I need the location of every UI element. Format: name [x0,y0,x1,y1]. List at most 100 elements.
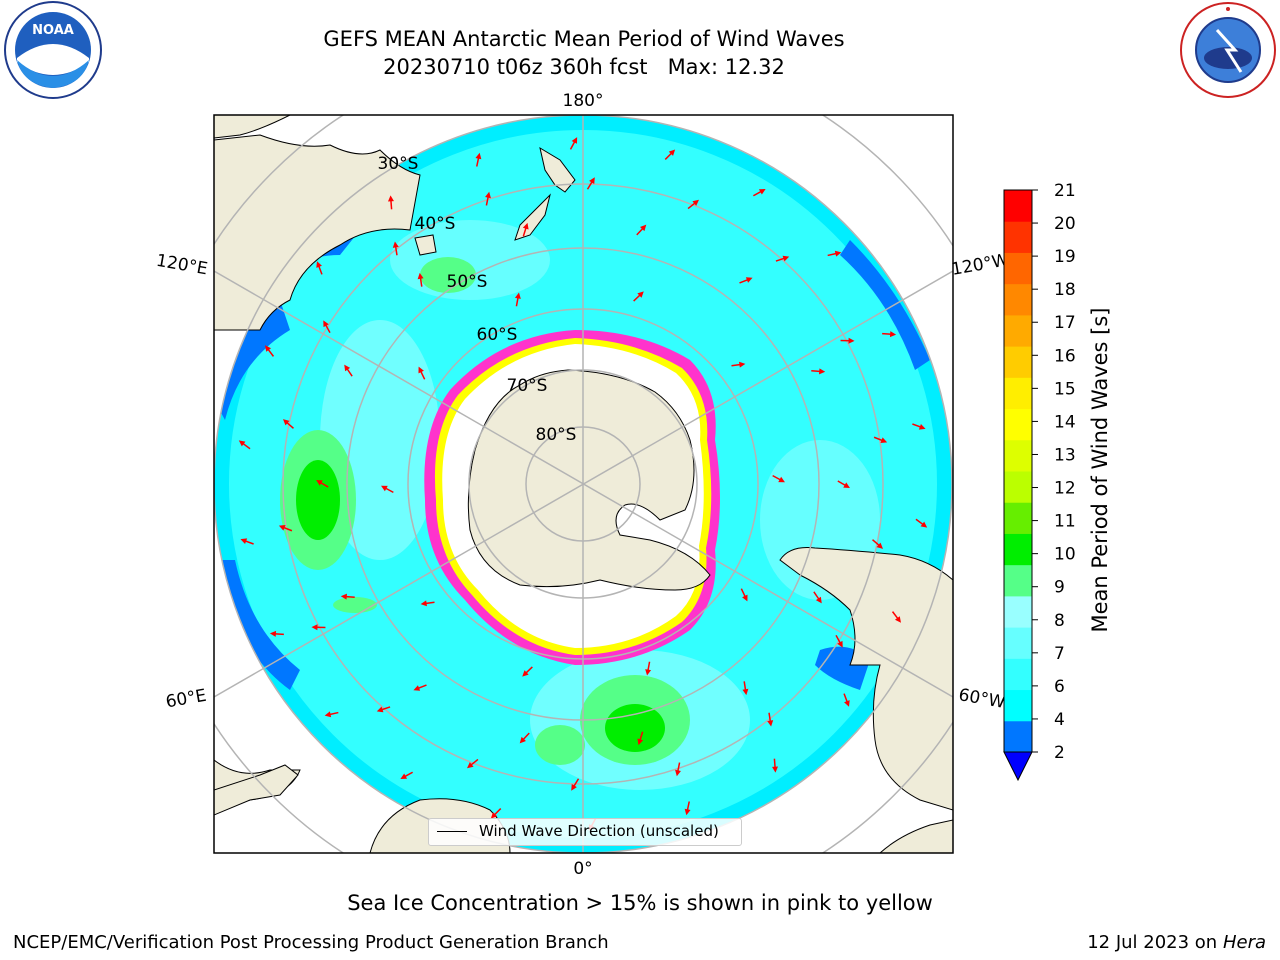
colorbar-tick-label: 11 [1054,512,1076,532]
colorbar-segment [1004,502,1032,534]
wave-direction-arrow [775,255,790,262]
wave-direction-arrow [684,801,691,816]
colorbar-tick-label: 9 [1054,578,1065,598]
wave-direction-arrow [323,320,331,334]
wave-direction-arrow [767,712,774,727]
footer-date: 12 Jul 2023 on Hera [1087,932,1266,953]
wave-direction-arrow [265,345,275,357]
wave-direction-arrow [413,684,427,691]
wave-direction-arrow [238,440,251,450]
colorbar-tick-label: 18 [1054,280,1076,300]
wave-direction-arrow [569,137,578,150]
colorbar-segment [1004,190,1032,222]
wave-direction-arrow [490,808,502,819]
wave-direction-arrow [837,480,850,488]
wave-direction-arrow [645,661,652,676]
wave-direction-arrow [392,241,399,256]
colorbar-tick-label: 6 [1054,677,1065,697]
lat-label-80s: 80°S [536,425,577,445]
colorbar-segment [1004,439,1032,472]
wave-direction-arrow [324,711,339,718]
sea-ice-note: Sea Ice Concentration > 15% is shown in … [347,891,933,915]
wave-direction-arrow [633,291,644,302]
wave-direction-arrow [891,611,901,623]
colorbar-tick-label: 19 [1054,247,1076,267]
colorbar-label: Mean Period of Wind Waves [s] [1088,308,1112,633]
wave-direction-arrow [915,518,928,528]
wave-direction-arrow [772,474,785,483]
wave-direction-arrow [240,538,254,545]
footer-date-text: 12 Jul 2023 on [1087,932,1223,953]
colorbar-segment [1004,314,1032,347]
wave-direction-arrow [912,423,926,430]
wave-direction-arrow [278,525,293,532]
colorbar-tick-label: 15 [1054,379,1076,399]
colorbar-tick-label: 17 [1054,313,1076,333]
colorbar-segment [1004,221,1032,253]
colorbar-frame [1003,189,1033,753]
wave-direction-arrow [753,189,766,197]
chart-title: GEFS MEAN Antarctic Mean Period of Wind … [323,27,845,51]
wave-direction-arrow [636,224,647,236]
wave-direction-arrow [742,681,749,696]
wave-direction-arrow [882,331,897,338]
colorbar-segment [1004,408,1032,441]
wave-direction-arrow [687,199,700,210]
lon-label-180: 180° [563,91,604,111]
svg-text:NOAA: NOAA [32,23,74,38]
colorbar-segment [1004,689,1032,722]
legend-line-swatch [437,831,467,832]
colorbar-segment [1004,283,1032,316]
wave-direction-arrow [843,693,850,707]
wave-direction-arrow [637,731,644,746]
colorbar-segment [1004,564,1032,597]
colorbar-segment [1004,720,1032,753]
lat-label-50s: 50°S [447,272,488,292]
wave-direction-arrow [381,485,394,494]
map-frame [213,114,954,854]
colorbar-segment [1004,595,1032,628]
wave-direction-arrow [840,337,855,344]
wave-direction-arrow [466,758,479,769]
colorbar-segment [1004,627,1032,659]
wave-direction-arrow [269,630,284,637]
wave-direction-arrow [675,762,681,777]
wave-direction-arrow [813,591,822,604]
noaa-logo: NOAA [4,1,102,99]
graticule [214,115,953,853]
wave-direction-arrow [731,361,746,368]
wave-direction-arrow [340,593,355,600]
wave-direction-arrow [519,732,530,744]
wave-direction-arrow [485,191,491,206]
wave-direction-arrow [311,624,326,631]
footer-host: Hera [1222,932,1266,953]
colorbar-segment [1004,377,1032,410]
lat-label-70s: 70°S [507,376,548,396]
wave-direction-arrow [387,195,394,210]
wave-direction-arrow [316,261,323,275]
colorbar-tick-label: 10 [1054,545,1076,565]
lat-label-40s: 40°S [415,214,456,234]
lat-label-60s: 60°S [477,325,518,345]
wave-direction-vectors [238,137,928,831]
colorbar-under-extension [1003,751,1033,782]
colorbar-tick-label: 7 [1054,644,1065,664]
wave-direction-arrow [740,588,748,602]
colorbar-tick-label: 16 [1054,346,1076,366]
colorbar-segment [1004,346,1032,378]
wave-direction-arrow [772,758,779,773]
colorbar-segment [1004,471,1032,503]
colorbar-tick-label: 12 [1054,479,1076,499]
wave-direction-arrow [811,368,826,375]
colorbar-segment [1004,252,1032,285]
wave-direction-arrow [420,600,435,607]
wave-direction-arrow [522,666,533,677]
chart-subtitle: 20230710 t06z 360h fcst Max: 12.32 [383,55,785,79]
wave-direction-arrow [739,277,753,284]
wave-direction-arrow [522,222,529,237]
legend-label: Wind Wave Direction (unscaled) [479,822,719,840]
wave-direction-arrow [282,419,294,429]
map-legend: Wind Wave Direction (unscaled) [428,818,742,846]
wave-direction-arrow [664,149,676,160]
